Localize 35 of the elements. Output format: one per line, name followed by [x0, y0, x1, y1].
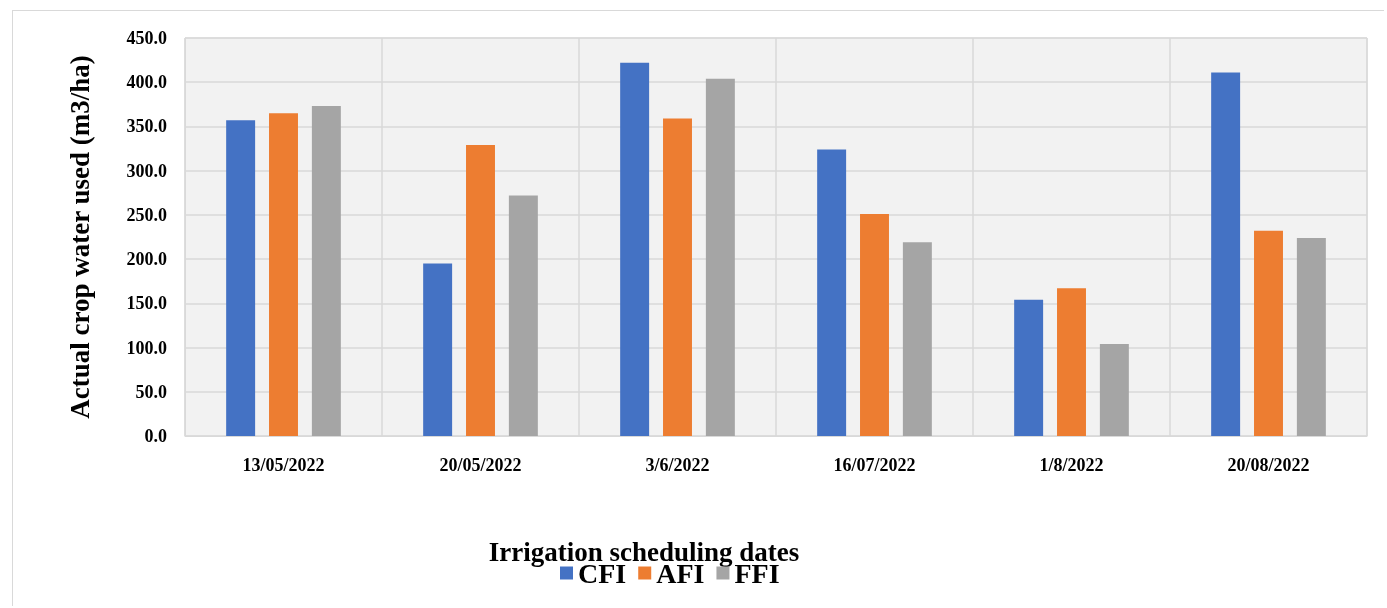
bar [860, 214, 889, 436]
bar [269, 113, 298, 436]
bar [663, 118, 692, 436]
y-tick-label: 200.0 [126, 249, 167, 270]
x-tick-label: 3/6/2022 [645, 455, 710, 475]
y-tick-label: 450.0 [126, 28, 167, 48]
y-tick-label: 350.0 [126, 116, 167, 137]
x-tick-label: 16/07/2022 [833, 455, 916, 475]
y-tick-label: 250.0 [126, 204, 167, 225]
bar [1254, 230, 1283, 436]
x-tick-label: 13/05/2022 [242, 455, 325, 475]
y-tick-label: 300.0 [126, 160, 167, 181]
y-tick-label: 100.0 [126, 337, 167, 358]
bar [466, 145, 495, 436]
x-tick-label: 20/05/2022 [439, 455, 522, 475]
y-tick-label: 50.0 [135, 381, 167, 402]
bar [1211, 72, 1241, 436]
y-axis-title: Actual crop water used (m3/ha) [64, 55, 95, 419]
bar [1099, 344, 1129, 436]
y-tick-label: 400.0 [126, 72, 167, 93]
bar [1296, 237, 1326, 436]
y-tick-label: 0.0 [144, 426, 167, 446]
bar [226, 120, 256, 436]
bar [311, 106, 341, 436]
bar [620, 62, 650, 436]
bar [902, 242, 932, 436]
bar [1057, 288, 1086, 436]
x-tick-label: 20/08/2022 [1227, 455, 1310, 475]
bar [705, 78, 735, 436]
bar [817, 149, 847, 436]
y-tick-label: 150.0 [126, 293, 167, 314]
bar [1014, 299, 1044, 436]
x-tick-label: 1/8/2022 [1039, 455, 1104, 475]
bar [423, 263, 453, 436]
bar [508, 195, 538, 436]
